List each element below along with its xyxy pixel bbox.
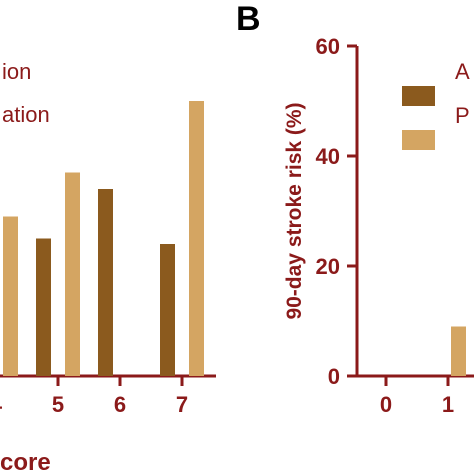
panel-a-x-tick-label: 6	[114, 392, 126, 417]
panel-a-bar-light-4	[3, 216, 18, 376]
panel-a-x-tick-label: 7	[176, 392, 188, 417]
panel-b-legend: A P	[402, 59, 470, 150]
panel-a-bar-light-5	[65, 172, 80, 376]
panel-a-x-axis-label: core	[0, 449, 51, 474]
panel-b-x-tick-label: 1	[442, 392, 454, 417]
panel-a-bars	[3, 101, 204, 376]
panel-b-y-tick-label: 40	[316, 144, 340, 169]
legend-label-left-1: ion	[2, 59, 31, 84]
panel-a-x-ticks: 4 5 6 7	[0, 376, 188, 417]
legend-swatch-p	[402, 130, 435, 150]
panel-b-y-ticks: 0 20 40 60	[316, 34, 357, 389]
legend-label-p: P	[455, 103, 470, 128]
panel-a-bar-dark-7	[160, 244, 175, 376]
panel-b-letter: B	[236, 0, 261, 38]
panel-a-bar-dark-5	[36, 238, 51, 376]
panel-b-y-axis-label: 90-day stroke risk (%)	[283, 102, 306, 319]
panel-b-y-tick-label: 60	[316, 34, 340, 59]
panel-b-y-tick-label: 20	[316, 254, 340, 279]
panel-b-y-tick-label: 0	[328, 364, 340, 389]
panel-a-x-tick-label: 4	[0, 392, 3, 417]
legend-swatch-a	[402, 86, 435, 106]
panel-b-bars	[451, 326, 466, 376]
panel-a-legend: ion ation	[2, 59, 50, 127]
legend-label-left-2: ation	[2, 102, 50, 127]
panel-a: 4 5 6 7 core ion ation	[0, 59, 216, 474]
panel-a-bar-dark-6	[98, 189, 113, 376]
panel-a-bar-light-7	[189, 101, 204, 376]
panel-b-x-tick-label: 0	[380, 392, 392, 417]
panel-b-bar-p-1	[451, 326, 466, 376]
panel-a-x-tick-label: 5	[52, 392, 64, 417]
legend-label-a: A	[455, 59, 470, 84]
